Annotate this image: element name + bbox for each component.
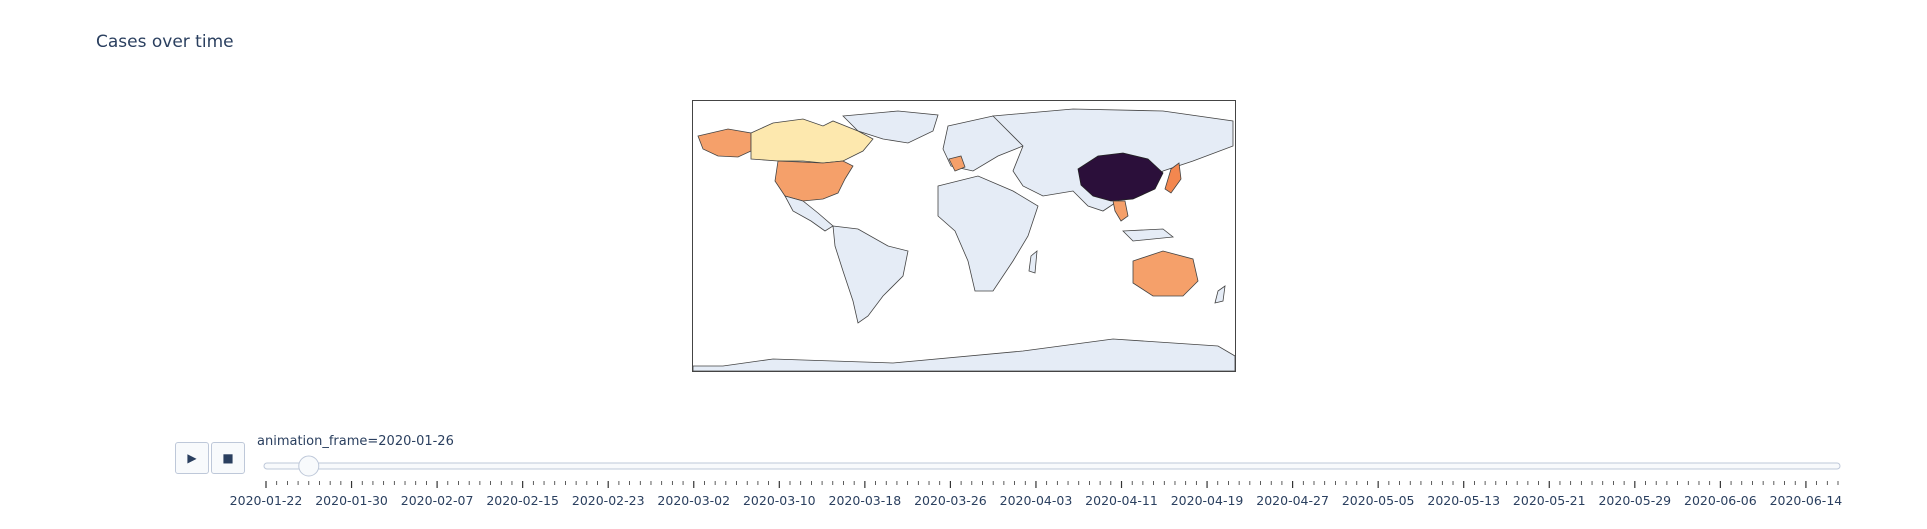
slider-tick-label: 2020-04-27: [1256, 493, 1329, 508]
slider-tick-label: 2020-04-19: [1171, 493, 1244, 508]
world-map-svg: [693, 108, 1235, 371]
slider-tick-label: 2020-05-13: [1427, 493, 1500, 508]
alaska: [697, 128, 752, 158]
play-icon: ▶: [187, 451, 197, 465]
usa: [774, 160, 854, 202]
slider-tick-label: 2020-01-22: [230, 493, 303, 508]
slider-tick-label: 2020-01-30: [315, 493, 388, 508]
japan: [1164, 162, 1182, 194]
slider-tick-label: 2020-03-26: [914, 493, 987, 508]
madagascar: [1028, 250, 1038, 274]
slider-tick-label: 2020-03-02: [657, 493, 730, 508]
indonesia: [1122, 228, 1175, 242]
chart-title: Cases over time: [96, 32, 234, 52]
france: [948, 155, 966, 172]
animation-controls: ▶ ■: [175, 442, 245, 474]
slider-tick-label: 2020-04-11: [1085, 493, 1158, 508]
slider-tick-label: 2020-03-10: [743, 493, 816, 508]
slider-current-value: animation_frame=2020-01-26: [257, 434, 454, 449]
south-america: [832, 225, 909, 324]
stop-button[interactable]: ■: [211, 442, 245, 474]
play-button[interactable]: ▶: [175, 442, 209, 474]
se-asia: [1112, 200, 1129, 222]
africa: [937, 175, 1039, 292]
slider-tick-label: 2020-06-14: [1770, 493, 1843, 508]
slider-tick-label: 2020-02-07: [401, 493, 474, 508]
slider-tick-label: 2020-05-21: [1513, 493, 1586, 508]
slider-tick-label: 2020-05-29: [1598, 493, 1671, 508]
china: [1077, 152, 1164, 202]
slider-tick-label: 2020-05-05: [1342, 493, 1415, 508]
mexico: [784, 195, 834, 232]
greenland: [842, 110, 939, 144]
new-zealand: [1214, 285, 1226, 304]
slider-tick-label: 2020-02-23: [572, 493, 645, 508]
stop-icon: ■: [222, 451, 234, 465]
slider-tick-label: 2020-03-18: [829, 493, 902, 508]
australia: [1132, 250, 1199, 297]
slider-tick-label: 2020-04-03: [1000, 493, 1073, 508]
slider-handle[interactable]: [298, 455, 320, 477]
slider-tick-label: 2020-06-06: [1684, 493, 1757, 508]
slider-rail[interactable]: [263, 462, 1841, 470]
antarctica: [693, 338, 1235, 371]
choropleth-map[interactable]: [692, 100, 1236, 372]
slider-tick-label: 2020-02-15: [486, 493, 559, 508]
